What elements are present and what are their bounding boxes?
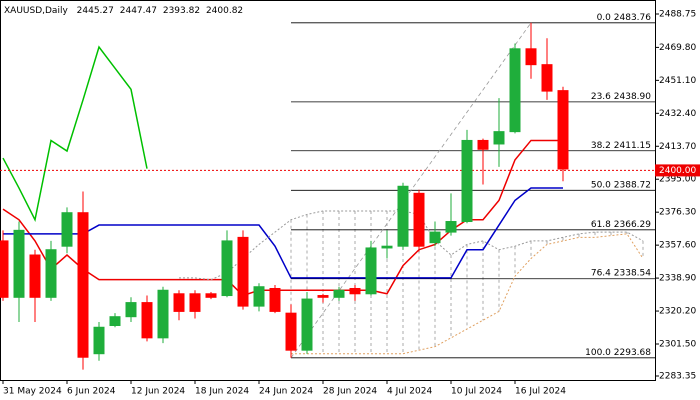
- candle-body: [285, 312, 297, 351]
- candle-body: [413, 192, 425, 247]
- fib-label: 38.2 2411.15: [591, 140, 651, 150]
- candle-body: [141, 302, 153, 339]
- fib-price: 2483.76: [614, 12, 651, 22]
- fib-price: 2388.72: [614, 180, 651, 190]
- fib-trend: [290, 22, 532, 359]
- fib-level: 0.0: [597, 12, 612, 22]
- fib-label: 50.0 2388.72: [591, 180, 651, 190]
- indicator-line: [2, 45, 148, 223]
- candle-body: [317, 295, 329, 298]
- candle-body: [301, 298, 313, 351]
- y-tick-label: 2338.90: [659, 274, 696, 284]
- low-value: 2393.82: [163, 6, 200, 16]
- x-tick-label: 4 Jul 2024: [387, 387, 432, 397]
- fib-label: 76.4 2338.54: [591, 268, 651, 278]
- candle-body: [397, 185, 409, 247]
- y-tick-label: 2320.20: [659, 307, 696, 317]
- y-tick-label: 2283.35: [659, 371, 696, 381]
- fib-label: 61.8 2366.29: [591, 219, 651, 229]
- indicator-line: [291, 233, 644, 355]
- candle-body: [125, 302, 137, 318]
- fib-level: 61.8: [591, 219, 611, 229]
- fib-level: 100.0: [585, 347, 611, 357]
- y-tick-label: 2376.30: [659, 208, 696, 218]
- y-tick-label: 2488.75: [659, 9, 696, 19]
- candle-body: [429, 231, 441, 244]
- open-value: 2445.27: [77, 6, 114, 16]
- fib-price: 2438.90: [614, 91, 651, 101]
- fib-level: 38.2: [591, 140, 611, 150]
- candle-body: [221, 240, 233, 297]
- y-tick-label: 2469.80: [659, 43, 696, 53]
- y-tick-label: 2413.70: [659, 142, 696, 152]
- candle-body: [205, 293, 217, 298]
- indicator-line: [179, 210, 644, 281]
- fib-price: 2293.68: [614, 347, 651, 357]
- fib-price: 2366.29: [614, 219, 651, 229]
- candle-body: [13, 229, 25, 298]
- candle-body: [381, 245, 393, 249]
- candle-body: [461, 139, 473, 223]
- fib-level: 50.0: [591, 180, 611, 190]
- candle-body: [93, 326, 105, 355]
- y-tick-label: 2301.50: [659, 340, 696, 350]
- candle-body: [525, 48, 537, 66]
- fib-label: 23.6 2438.90: [591, 91, 651, 101]
- candle-body: [445, 221, 457, 233]
- y-tick-label: 2432.40: [659, 109, 696, 119]
- candle-body: [29, 254, 41, 298]
- candle-body: [269, 287, 281, 312]
- x-tick-label: 12 Jun 2024: [131, 387, 185, 397]
- candle-body: [61, 212, 73, 247]
- candle-body: [77, 212, 89, 358]
- fib-price: 2338.54: [614, 268, 651, 278]
- x-tick-label: 28 Jun 2024: [323, 387, 377, 397]
- candle-body: [189, 293, 201, 312]
- candle-body: [365, 247, 377, 295]
- current-price-box: [655, 164, 700, 177]
- fib-level: 23.6: [591, 91, 611, 101]
- y-tick-label: 2357.60: [659, 241, 696, 251]
- indicator-line: [3, 187, 563, 279]
- candle-body: [109, 316, 121, 327]
- candle-body: [509, 48, 521, 133]
- candle-body: [0, 240, 9, 298]
- close-value: 2400.82: [206, 6, 243, 16]
- x-tick-label: 24 Jun 2024: [259, 387, 313, 397]
- candle-body: [349, 287, 361, 295]
- candle-body: [253, 286, 265, 307]
- candle-body: [493, 131, 505, 145]
- candle-body: [333, 289, 345, 298]
- fib-level: 76.4: [591, 268, 611, 278]
- current-price-label: 2400.00: [659, 166, 696, 176]
- candle-body: [541, 64, 553, 92]
- candle-body: [477, 139, 489, 150]
- x-tick-label: 16 Jul 2024: [515, 387, 566, 397]
- symbol: XAUUSD,Daily: [4, 6, 68, 16]
- high-value: 2447.47: [120, 6, 157, 16]
- y-tick-label: 2451.10: [659, 76, 696, 86]
- fib-price: 2411.15: [614, 140, 651, 150]
- fib-label: 0.0 2483.76: [597, 12, 652, 22]
- candle-body: [173, 293, 185, 312]
- y-tick-label: 2395.00: [659, 175, 696, 185]
- candle-body: [237, 236, 249, 307]
- fib-label: 100.0 2293.68: [585, 347, 651, 357]
- x-tick-label: 10 Jul 2024: [451, 387, 502, 397]
- x-tick-label: 6 Jun 2024: [67, 387, 116, 397]
- candle-body: [557, 90, 569, 170]
- candle-body: [45, 249, 57, 298]
- chart-header: XAUUSD,Daily 2445.27 2447.47 2393.82 240…: [4, 6, 243, 16]
- candle-body: [157, 289, 169, 339]
- x-tick-label: 18 Jun 2024: [195, 387, 249, 397]
- x-tick-label: 31 May 2024: [3, 387, 62, 397]
